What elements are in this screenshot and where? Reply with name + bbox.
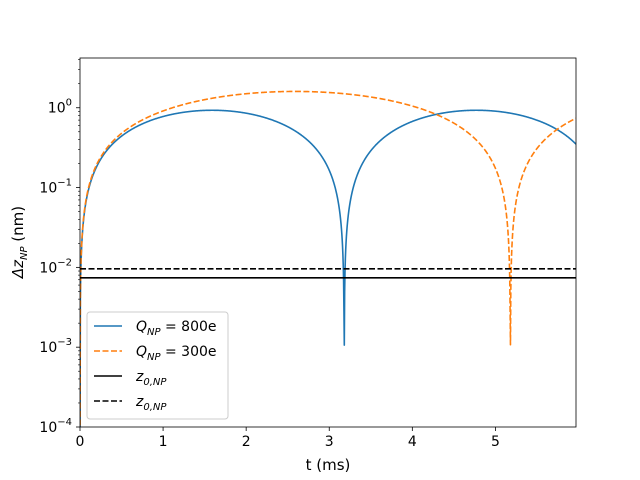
x-tick-label: 0: [76, 434, 85, 450]
legend-label-4: z0,NP: [135, 394, 167, 413]
series-layer: [80, 90, 576, 427]
plot-frame: [79, 57, 577, 428]
legend: QNP = 800e QNP = 300e z0,NP z0,NP: [86, 311, 229, 420]
legend-box: [86, 311, 229, 420]
legend-label-3: z0,NP: [135, 369, 167, 388]
x-axis: 0 1 2 3 4 5: [76, 427, 500, 450]
legend-label-2: QNP = 300e: [136, 344, 217, 363]
y-tick-label: 10−1: [39, 178, 72, 197]
legend-label-1: QNP = 800e: [136, 319, 217, 338]
y-axis-label-unit: (nm): [9, 206, 27, 247]
x-axis-label: t (ms): [306, 456, 351, 474]
x-tick-label: 2: [242, 434, 251, 450]
reference-lines: [80, 267, 576, 279]
y-axis: 10−4 10−3 10−2 10−1 100: [39, 59, 80, 436]
x-tick-label: 1: [159, 434, 168, 450]
series-line-2: [80, 90, 576, 427]
x-tick-label: 3: [325, 434, 334, 450]
y-axis-label-sub: NP: [19, 246, 30, 260]
y-axis-label: ΔzNP (nm): [9, 206, 30, 279]
series-line-1: [80, 109, 576, 427]
y-tick-label: 10−2: [39, 257, 72, 276]
y-axis-label-main: Δz: [9, 259, 27, 279]
x-tick-label: 5: [491, 434, 500, 450]
y-tick-label: 100: [48, 98, 72, 117]
y-tick-label: 10−4: [39, 417, 72, 436]
y-tick-label: 10−3: [39, 337, 72, 356]
x-tick-label: 4: [408, 434, 417, 450]
